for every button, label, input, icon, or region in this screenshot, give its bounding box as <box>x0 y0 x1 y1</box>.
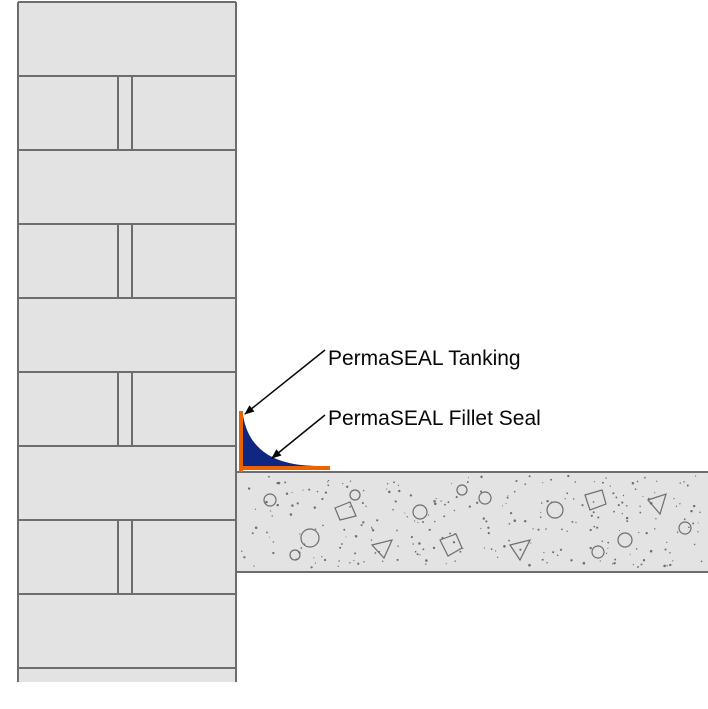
label-tanking: PermaSEAL Tanking <box>328 347 521 371</box>
arrow-tanking <box>245 350 325 414</box>
wall-fill <box>18 2 236 682</box>
label-fillet-seal: PermaSEAL Fillet Seal <box>328 407 541 431</box>
fillet-seal <box>243 415 320 466</box>
slab-fill <box>236 472 708 572</box>
arrow-fillet-seal <box>272 415 325 458</box>
